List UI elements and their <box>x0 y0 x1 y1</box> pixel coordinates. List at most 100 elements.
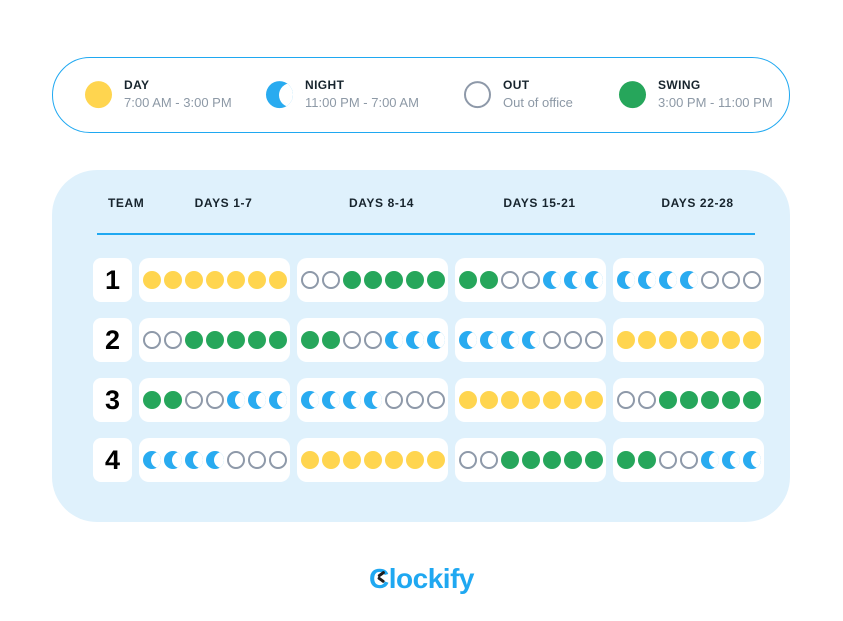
night-shift-icon <box>584 271 603 289</box>
out-shift-icon <box>163 331 182 349</box>
out-shift-icon <box>679 451 698 469</box>
night-shift-icon <box>384 331 403 349</box>
swing-shift-icon <box>542 451 561 469</box>
night-shift-icon <box>521 331 540 349</box>
legend-label: SWING <box>658 78 701 93</box>
swing-shift-icon <box>384 271 403 289</box>
out-shift-icon <box>205 391 224 409</box>
night-shift-icon <box>205 451 224 469</box>
night-shift-icon <box>426 331 445 349</box>
swing-shift-icon <box>184 331 203 349</box>
night-shift-icon <box>268 391 287 409</box>
swing-shift-icon <box>658 391 677 409</box>
out-shift-icon <box>405 391 424 409</box>
night-shift-icon <box>321 391 340 409</box>
day-shift-icon <box>542 391 561 409</box>
out-shift-icon <box>363 331 382 349</box>
out-shift-icon <box>384 391 403 409</box>
shift-cell <box>455 438 606 482</box>
out-shift-icon <box>658 451 677 469</box>
column-header: TEAM <box>108 196 145 210</box>
out-shift-icon <box>268 451 287 469</box>
swing-shift-icon <box>700 391 719 409</box>
shift-cell <box>613 438 764 482</box>
day-shift-icon <box>247 271 266 289</box>
day-shift-icon <box>363 451 382 469</box>
night-shift-icon <box>247 391 266 409</box>
out-shift-icon <box>742 271 761 289</box>
night-shift-icon <box>142 451 161 469</box>
night-shift-icon <box>637 271 656 289</box>
legend-item-out: OUT Out of office <box>464 78 573 111</box>
clockify-logo: Clockify <box>0 563 843 595</box>
night-shift-icon <box>226 391 245 409</box>
shift-cell <box>613 378 764 422</box>
team-row: 2 <box>93 318 790 362</box>
swing-shift-icon <box>363 271 382 289</box>
team-row: 4 <box>93 438 790 482</box>
shift-cell <box>297 438 448 482</box>
legend-label: DAY <box>124 78 150 93</box>
swing-shift-icon <box>205 331 224 349</box>
shift-cell <box>613 258 764 302</box>
day-shift-icon <box>479 391 498 409</box>
schedule-panel: TEAM DAYS 1-7 DAYS 8-14 DAYS 15-21 DAYS 22-2… <box>52 170 790 522</box>
day-shift-icon <box>268 271 287 289</box>
shift-cell <box>297 258 448 302</box>
day-shift-icon <box>616 331 635 349</box>
out-shift-icon <box>584 331 603 349</box>
day-shift-icon <box>721 331 740 349</box>
night-shift-icon <box>500 331 519 349</box>
day-shift-icon <box>426 451 445 469</box>
legend-text: NIGHT 11:00 PM - 7:00 AM <box>305 78 419 111</box>
day-shift-icon <box>458 391 477 409</box>
out-shift-icon <box>458 451 477 469</box>
legend-label: NIGHT <box>305 78 345 93</box>
team-row: 1 <box>93 258 790 302</box>
out-shift-icon <box>184 391 203 409</box>
team-number: 2 <box>93 318 132 362</box>
day-shift-icon <box>742 331 761 349</box>
shift-cell <box>455 378 606 422</box>
out-shift-icon <box>721 271 740 289</box>
legend-text: DAY 7:00 AM - 3:00 PM <box>124 78 232 111</box>
swing-shift-icon <box>405 271 424 289</box>
legend-time: 11:00 PM - 7:00 AM <box>305 94 419 110</box>
out-shift-icon <box>500 271 519 289</box>
day-shift-icon <box>321 451 340 469</box>
night-crescent-icon <box>266 81 293 109</box>
column-header: DAYS 1-7 <box>194 196 253 210</box>
logo-c-letter: C <box>369 563 389 595</box>
shift-cell <box>613 318 764 362</box>
day-shift-icon <box>405 451 424 469</box>
out-shift-icon <box>616 391 635 409</box>
night-shift-icon <box>300 391 319 409</box>
legend-time: Out of office <box>503 94 573 110</box>
legend-text: SWING 3:00 PM - 11:00 PM <box>658 78 773 111</box>
out-shift-icon <box>700 271 719 289</box>
team-number: 4 <box>93 438 132 482</box>
swing-shift-icon <box>479 271 498 289</box>
swing-shift-icon <box>637 451 656 469</box>
day-shift-icon <box>163 271 182 289</box>
out-shift-icon <box>637 391 656 409</box>
day-shift-icon <box>342 451 361 469</box>
swing-shift-icon <box>742 391 761 409</box>
shift-cell <box>139 438 290 482</box>
swing-shift-icon <box>247 331 266 349</box>
swing-shift-icon <box>342 271 361 289</box>
legend-item-day: DAY 7:00 AM - 3:00 PM <box>85 78 232 111</box>
swing-shift-icon <box>268 331 287 349</box>
night-shift-icon <box>542 271 561 289</box>
shift-cell <box>455 318 606 362</box>
night-shift-icon <box>563 271 582 289</box>
day-shift-icon <box>563 391 582 409</box>
night-shift-icon <box>458 331 477 349</box>
shift-cell <box>297 378 448 422</box>
night-shift-icon <box>479 331 498 349</box>
team-number: 1 <box>93 258 132 302</box>
column-header: DAYS 22-28 <box>661 196 734 210</box>
swing-shift-icon <box>163 391 182 409</box>
night-shift-icon <box>405 331 424 349</box>
legend-time: 7:00 AM - 3:00 PM <box>124 94 232 110</box>
